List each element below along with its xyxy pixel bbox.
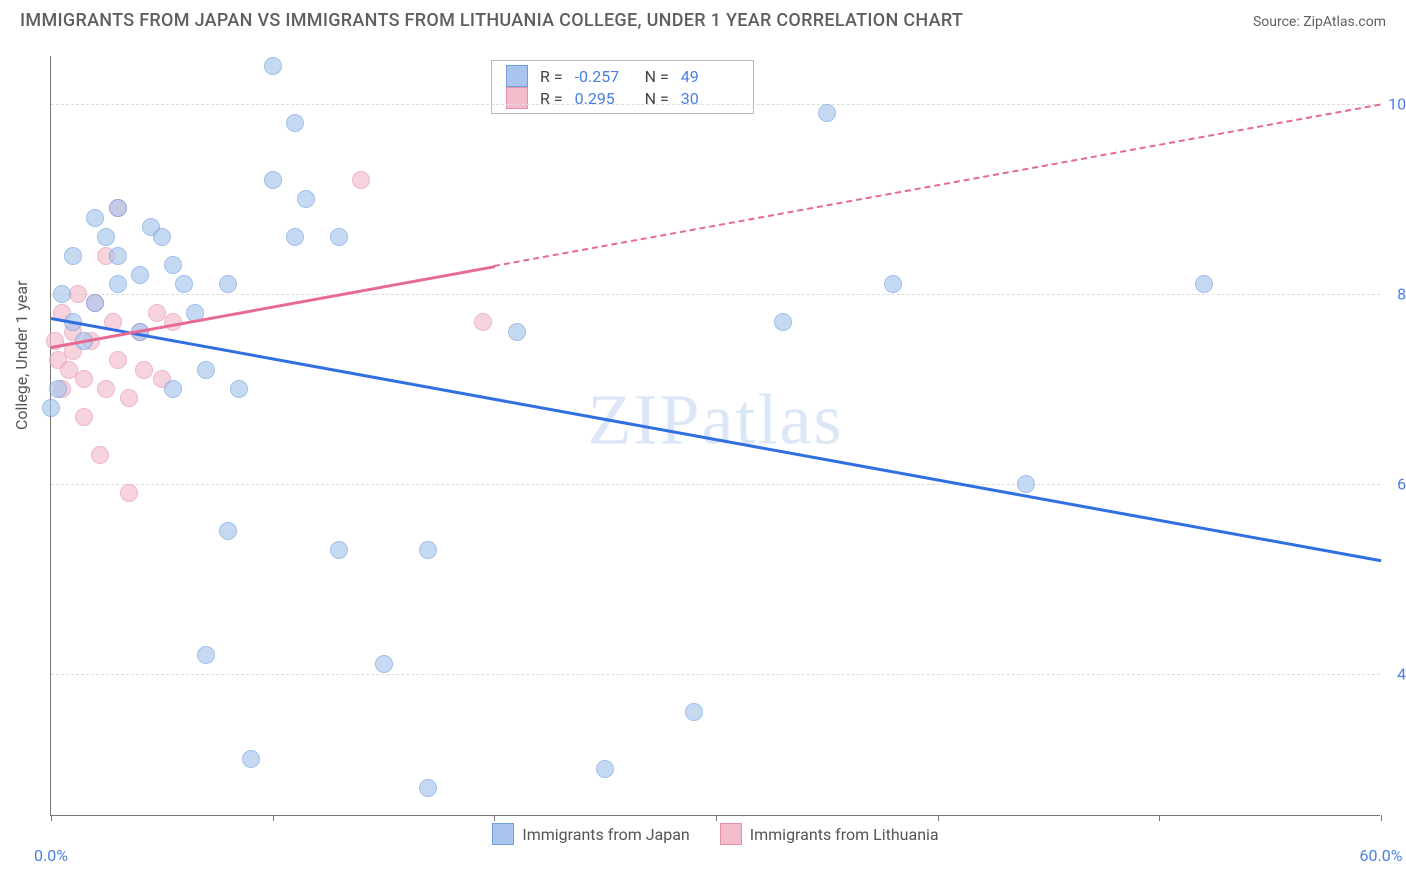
point-japan	[164, 256, 182, 274]
gridline	[51, 484, 1380, 485]
point-japan	[53, 285, 71, 303]
point-japan	[175, 275, 193, 293]
y-tick-label: 40.0%	[1385, 664, 1406, 683]
point-japan	[419, 541, 437, 559]
gridline	[51, 674, 1380, 675]
point-japan	[685, 703, 703, 721]
scatter-plot: ZIPatlas R =-0.257N =49R =0.295N =30 Imm…	[50, 56, 1380, 816]
trendline	[51, 317, 1381, 562]
point-lithuania	[120, 484, 138, 502]
point-japan	[230, 380, 248, 398]
point-japan	[109, 275, 127, 293]
point-japan	[330, 541, 348, 559]
point-japan	[86, 294, 104, 312]
legend-swatch	[506, 87, 528, 109]
y-tick-label: 100.0%	[1385, 94, 1406, 113]
stat-row: R =-0.257N =49	[506, 65, 739, 87]
legend-swatch	[506, 65, 528, 87]
source-label: Source: ZipAtlas.com	[1253, 14, 1386, 30]
point-japan	[1017, 475, 1035, 493]
point-lithuania	[75, 370, 93, 388]
y-axis-label: College, Under 1 year	[12, 280, 31, 430]
point-lithuania	[120, 389, 138, 407]
x-tick	[273, 815, 274, 821]
point-lithuania	[91, 446, 109, 464]
point-japan	[86, 209, 104, 227]
point-lithuania	[69, 285, 87, 303]
point-lithuania	[97, 380, 115, 398]
point-lithuania	[75, 408, 93, 426]
point-japan	[286, 228, 304, 246]
point-japan	[131, 266, 149, 284]
x-tick	[1159, 815, 1160, 821]
point-japan	[375, 655, 393, 673]
point-japan	[49, 380, 67, 398]
stat-row: R =0.295N =30	[506, 87, 739, 109]
watermark-text: ZIPatlas	[588, 379, 844, 462]
point-japan	[818, 104, 836, 122]
point-japan	[219, 522, 237, 540]
point-japan	[109, 199, 127, 217]
y-tick-label: 80.0%	[1385, 284, 1406, 303]
legend-label: Immigrants from Lithuania	[750, 825, 939, 844]
point-japan	[297, 190, 315, 208]
legend-item: Immigrants from Lithuania	[720, 823, 939, 845]
legend-swatch	[492, 823, 514, 845]
point-japan	[97, 228, 115, 246]
y-tick-label: 60.0%	[1385, 474, 1406, 493]
trendline	[494, 104, 1381, 267]
chart-title: IMMIGRANTS FROM JAPAN VS IMMIGRANTS FROM…	[20, 10, 963, 31]
series-legend: Immigrants from Japan Immigrants from Lit…	[51, 823, 1380, 845]
point-japan	[774, 313, 792, 331]
point-japan	[419, 779, 437, 797]
point-japan	[330, 228, 348, 246]
legend-item: Immigrants from Japan	[492, 823, 689, 845]
point-japan	[508, 323, 526, 341]
x-tick	[716, 815, 717, 821]
x-tick-label: 60.0%	[1360, 846, 1403, 865]
point-lithuania	[109, 351, 127, 369]
point-japan	[109, 247, 127, 265]
point-japan	[884, 275, 902, 293]
gridline	[51, 294, 1380, 295]
point-lithuania	[135, 361, 153, 379]
legend-label: Immigrants from Japan	[522, 825, 689, 844]
correlation-stats-box: R =-0.257N =49R =0.295N =30	[491, 60, 754, 114]
x-tick-label: 0.0%	[34, 846, 68, 865]
point-japan	[219, 275, 237, 293]
point-japan	[242, 750, 260, 768]
point-japan	[164, 380, 182, 398]
point-japan	[596, 760, 614, 778]
point-japan	[64, 247, 82, 265]
point-japan	[264, 57, 282, 75]
legend-swatch	[720, 823, 742, 845]
point-japan	[197, 646, 215, 664]
x-tick	[1381, 815, 1382, 821]
point-japan	[264, 171, 282, 189]
x-tick	[938, 815, 939, 821]
x-tick	[494, 815, 495, 821]
point-japan	[42, 399, 60, 417]
gridline	[51, 104, 1380, 105]
point-japan	[197, 361, 215, 379]
point-lithuania	[474, 313, 492, 331]
x-tick	[51, 815, 52, 821]
point-lithuania	[352, 171, 370, 189]
point-japan	[1195, 275, 1213, 293]
point-japan	[286, 114, 304, 132]
point-japan	[153, 228, 171, 246]
